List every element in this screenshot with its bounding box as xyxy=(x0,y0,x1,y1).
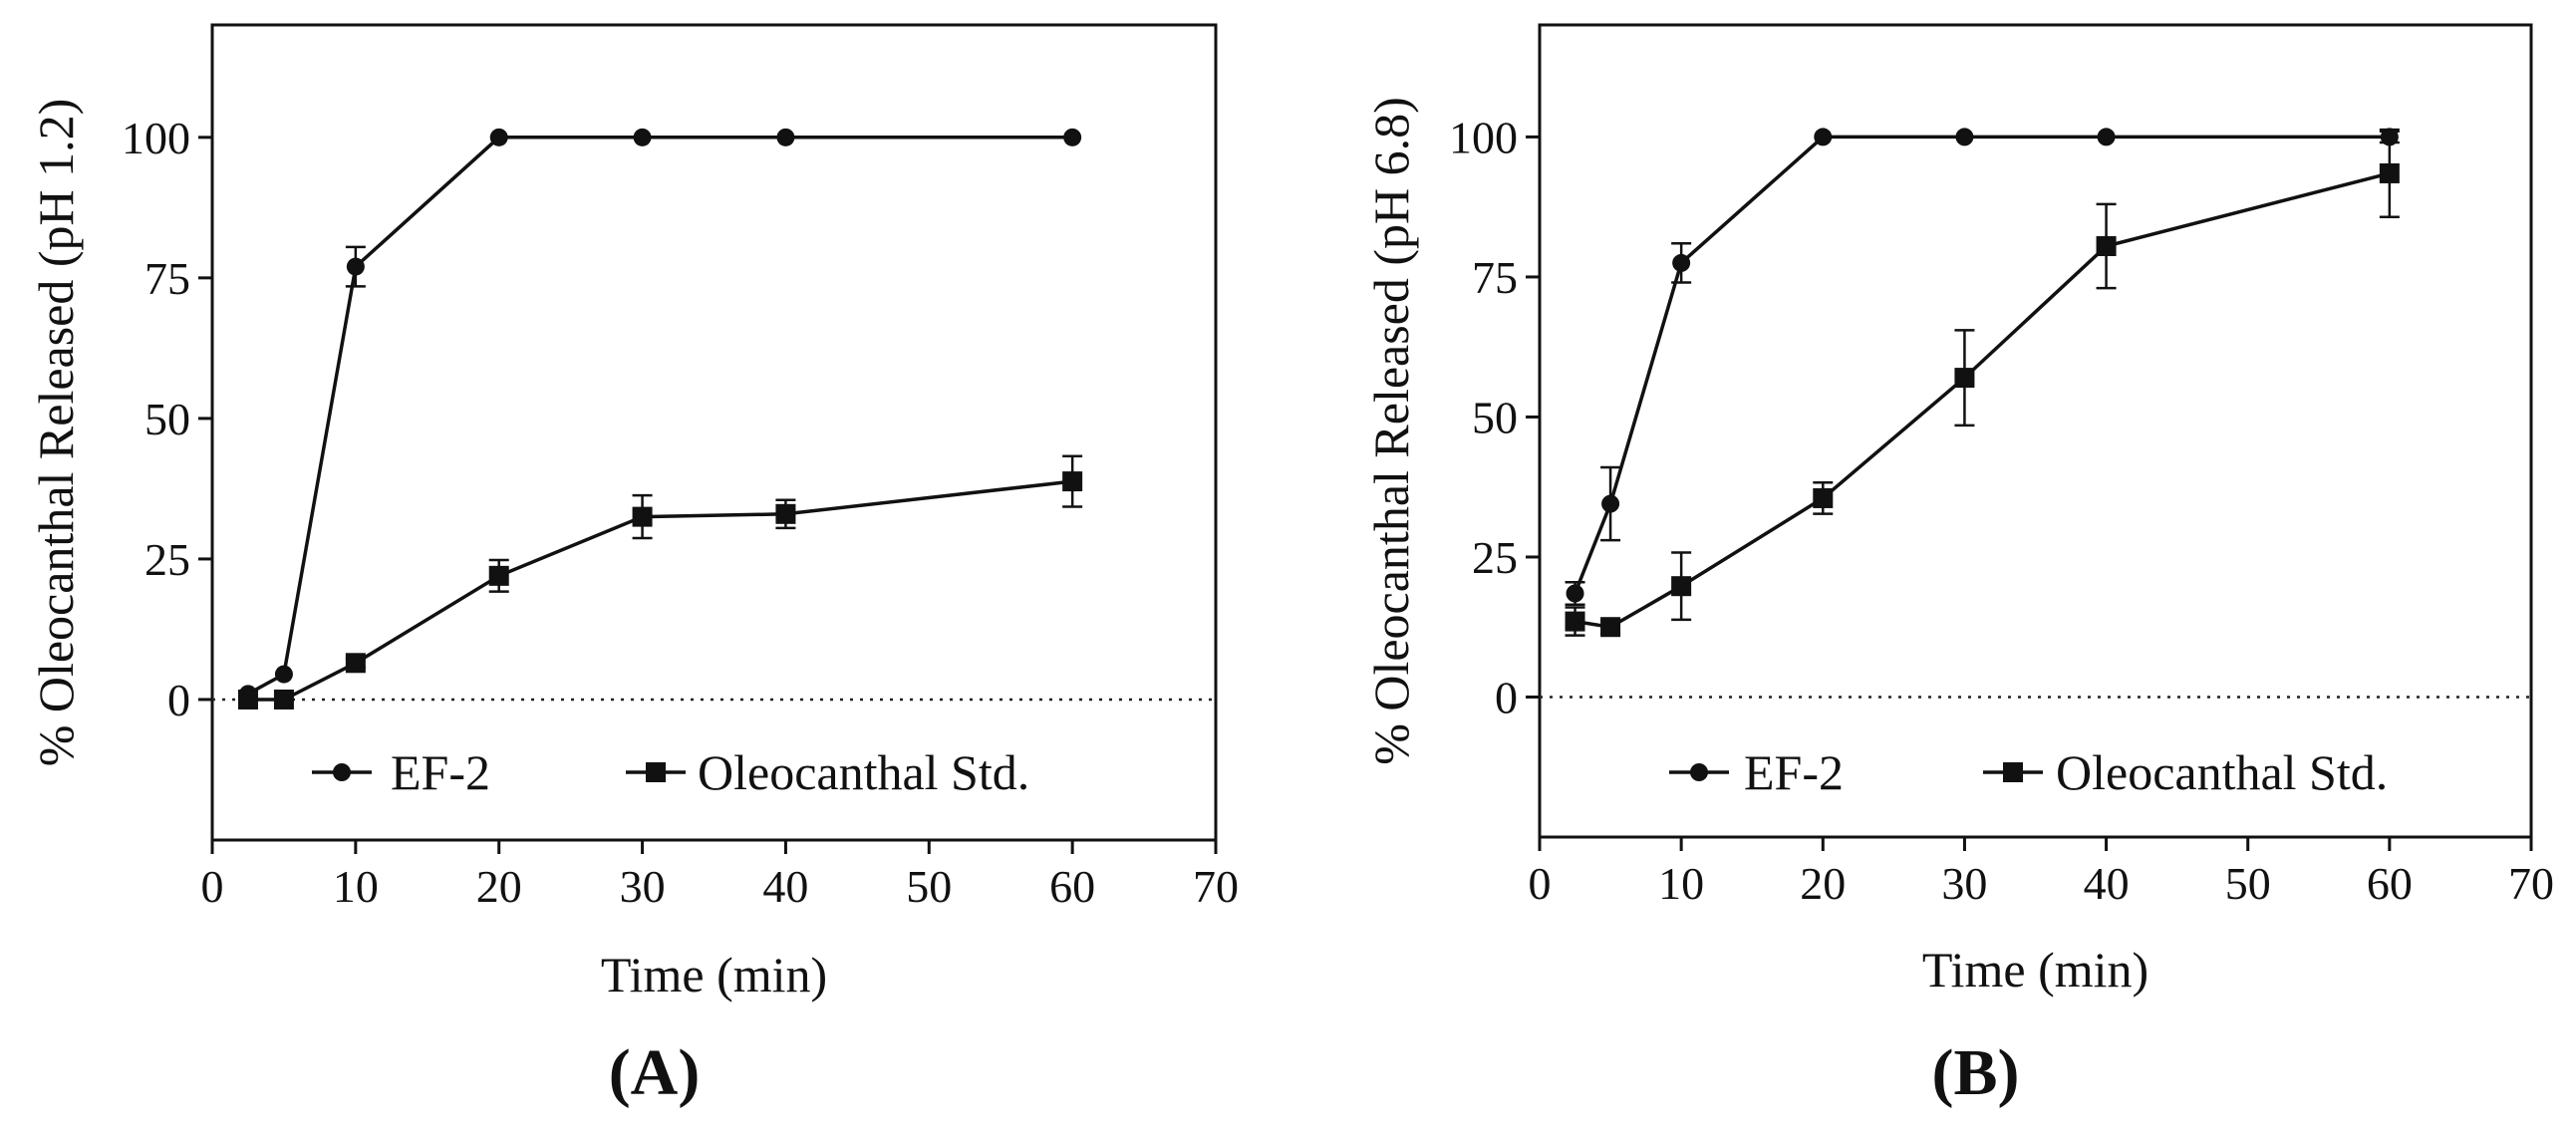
data-point-square xyxy=(1954,368,1975,389)
x-axis-title: Time (min) xyxy=(601,947,827,1002)
y-tick-label: 75 xyxy=(144,253,190,304)
data-point-circle xyxy=(776,128,795,146)
data-point-circle xyxy=(2097,128,2116,146)
series-line xyxy=(1574,171,2391,630)
data-point-circle xyxy=(346,257,365,276)
x-tick-label: 70 xyxy=(2508,858,2554,909)
x-tick-label: 50 xyxy=(906,861,952,912)
series-line xyxy=(248,479,1073,702)
x-tick-label: 30 xyxy=(620,861,666,912)
legend-label-ef-2: EF-2 xyxy=(391,744,490,800)
data-point-square xyxy=(1813,487,1834,508)
x-tick-label: 20 xyxy=(476,861,522,912)
panel-label: (A) xyxy=(609,1036,701,1109)
legend-label-oleocanthal-std: Oleocanthal Std. xyxy=(2056,744,2388,800)
y-axis-title: % Oleocanthal Released (pH 1.2) xyxy=(28,99,84,767)
series-oleocanthal-std xyxy=(1565,128,2400,638)
data-point-square xyxy=(775,503,796,524)
data-point-square xyxy=(237,689,258,710)
data-point-circle xyxy=(1672,253,1691,272)
series-line xyxy=(247,136,1073,696)
data-point-square xyxy=(345,653,366,674)
series-ef-2 xyxy=(1565,128,2400,606)
y-tick-label: 50 xyxy=(144,394,190,444)
x-tick-label: 50 xyxy=(2225,858,2271,909)
y-tick-label: 25 xyxy=(1472,532,1518,583)
legend-marker-square xyxy=(2003,762,2023,782)
y-axis-title: % Oleocanthal Released (pH 6.8) xyxy=(1363,97,1419,765)
panel-label: (B) xyxy=(1932,1036,2020,1109)
chart-panel-b: 0 10 20 30 40 50 60 70 0 25 50 75 100 Time (min) % Ole… xyxy=(1363,23,2554,1109)
y-tick-label: 0 xyxy=(1495,672,1518,722)
data-point-square xyxy=(273,689,294,710)
data-point-circle xyxy=(633,128,652,146)
y-tick-label: 75 xyxy=(1472,252,1518,303)
data-point-circle xyxy=(1955,128,1974,146)
x-tick-label: 40 xyxy=(2084,858,2130,909)
data-point-square xyxy=(1671,576,1692,597)
x-tick-label: 60 xyxy=(1049,861,1095,912)
legend-marker-square xyxy=(646,762,666,782)
x-tick-label: 30 xyxy=(1941,858,1987,909)
y-tick-label: 25 xyxy=(144,534,190,585)
data-point-square xyxy=(1600,617,1621,638)
plot-frame xyxy=(210,23,1218,842)
data-point-square xyxy=(488,565,509,586)
legend-label-oleocanthal-std: Oleocanthal Std. xyxy=(698,744,1029,800)
x-tick-label: 70 xyxy=(1193,861,1239,912)
data-point-circle xyxy=(1566,584,1584,603)
y-tick-label: 100 xyxy=(122,113,190,163)
data-point-circle xyxy=(1814,128,1833,146)
x-tick-label: 0 xyxy=(201,861,224,912)
data-point-square xyxy=(2379,162,2400,183)
x-tick-label: 0 xyxy=(1529,858,1552,909)
series-ef-2 xyxy=(238,128,1082,704)
series-oleocanthal-std xyxy=(237,454,1083,710)
legend-marker-circle xyxy=(333,763,351,781)
x-tick-label: 40 xyxy=(762,861,808,912)
y-tick-label: 100 xyxy=(1449,112,1518,162)
x-axis-title: Time (min) xyxy=(1922,942,2148,997)
x-tick-label: 60 xyxy=(2367,858,2413,909)
plot-frame xyxy=(1538,23,2533,839)
data-point-square xyxy=(2096,236,2117,257)
x-tick-label: 10 xyxy=(1658,858,1704,909)
chart-panel-a: 0 10 20 30 40 50 60 70 0 25 50 75 100 Time (min) % Ole… xyxy=(28,23,1239,1109)
data-point-circle xyxy=(1063,128,1082,146)
data-point-square xyxy=(1062,471,1083,492)
data-point-square xyxy=(632,506,653,527)
y-tick-label: 50 xyxy=(1472,392,1518,442)
legend-label-ef-2: EF-2 xyxy=(1744,744,1844,800)
x-tick-label: 10 xyxy=(333,861,379,912)
legend-marker-circle xyxy=(1690,763,1708,781)
data-point-circle xyxy=(489,128,508,146)
legend: EF-2 Oleocanthal Std. xyxy=(1669,744,2388,800)
legend: EF-2 Oleocanthal Std. xyxy=(312,744,1029,800)
data-point-square xyxy=(1565,611,1585,632)
x-tick-label: 20 xyxy=(1800,858,1846,909)
y-tick-label: 0 xyxy=(167,675,190,725)
data-point-circle xyxy=(1601,494,1620,513)
data-point-circle xyxy=(274,665,293,684)
